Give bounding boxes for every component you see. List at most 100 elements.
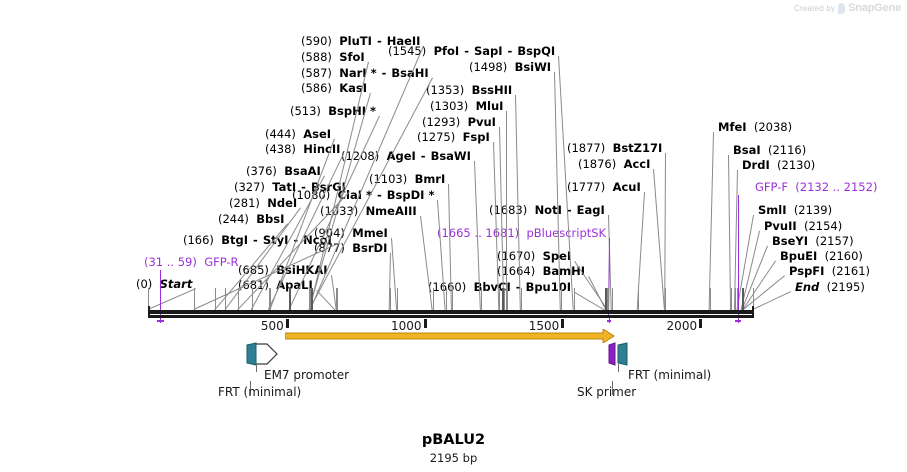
enzyme-separator: - (372, 34, 386, 48)
enzyme-name: NotI (534, 203, 562, 217)
cut-site-tick (709, 288, 711, 310)
cut-site-tick (225, 288, 227, 310)
enzyme-label: PspFI (2161) (789, 265, 870, 278)
enzyme-name: SfoI (339, 50, 365, 64)
enzyme-position: (587) (301, 66, 332, 80)
cut-site-tick (335, 288, 337, 310)
enzyme-name: AgeI (386, 149, 416, 163)
primer-leader-gfp-r (160, 270, 162, 318)
enzyme-label: (1303) MluI (430, 100, 503, 113)
enzyme-position: (2038) (753, 120, 793, 134)
cut-site-tick (664, 288, 666, 310)
enzyme-name: BtgI (221, 233, 249, 247)
enzyme-name: BspHI * (328, 104, 377, 118)
feature-label-promoter: EM7 promoter (264, 368, 350, 382)
axis-label: 1500 (528, 319, 560, 333)
enzyme-position: (2195) (826, 280, 865, 294)
cut-site-tick (573, 288, 575, 310)
enzyme-name: TatI (272, 180, 297, 194)
primer-footprint-stub (738, 318, 740, 323)
sequence-backbone (148, 310, 753, 314)
cut-site-tick (251, 288, 253, 310)
enzyme-label: End (2195) (795, 281, 865, 294)
enzyme-name: Bpu10I (525, 280, 572, 294)
enzyme-position: (513) (290, 104, 321, 118)
primer-range: (2132 .. 2152) (795, 180, 878, 194)
enzyme-name: ClaI * (337, 188, 373, 202)
enzyme-name: HincII (303, 142, 341, 156)
backbone-start-cap (148, 306, 150, 318)
enzyme-label: PvuII (2154) (764, 220, 842, 233)
enzyme-name: NdeI (267, 196, 298, 210)
enzyme-label: (1545) PfoI - SapI - BspQI (388, 45, 555, 58)
enzyme-name: SapI (473, 44, 503, 58)
enzyme-position: (2154) (803, 219, 843, 233)
feature-label-frt-right: FRT (minimal) (628, 368, 712, 382)
enzyme-position: (376) (246, 164, 277, 178)
enzyme-label: (0) Start (136, 278, 192, 291)
snapgene-watermark: Created by SnapGene (794, 2, 901, 14)
primer-range: (31 .. 59) (144, 255, 197, 269)
axis-label: 2000 (666, 319, 698, 333)
enzyme-name: NmeAIII (365, 204, 417, 218)
enzyme-label: (1353) BssHII (426, 84, 512, 97)
enzyme-name: AseI (303, 127, 332, 141)
enzyme-label: (588) SfoI (301, 51, 365, 64)
enzyme-position: (1498) (469, 60, 508, 74)
enzyme-position: (586) (301, 81, 332, 95)
cut-site-tick (309, 288, 311, 310)
cut-site-tick-major (742, 288, 745, 310)
enzyme-position: (1877) (567, 141, 606, 155)
enzyme-name: BsaI (733, 143, 761, 157)
enzyme-name: BmrI (414, 172, 446, 186)
enzyme-label: (1876) AccI (578, 158, 650, 171)
enzyme-label: (444) AseI (265, 128, 331, 141)
enzyme-position: (438) (265, 142, 296, 156)
enzyme-position: (166) (183, 233, 214, 247)
enzyme-position: (1275) (417, 130, 456, 144)
snapgene-logo-icon (838, 2, 846, 14)
enzyme-position: (1033) (320, 204, 359, 218)
cut-site-tick (148, 288, 149, 310)
enzyme-separator: - (460, 44, 473, 58)
watermark-brand-text: SnapGene (848, 2, 901, 14)
enzyme-position: (2116) (767, 143, 807, 157)
enzyme-separator: - (373, 188, 386, 202)
axis-tick (699, 319, 703, 328)
axis-tick (561, 319, 565, 328)
enzyme-position: (244) (218, 212, 249, 226)
enzyme-name: PvuI (467, 115, 496, 129)
enzyme-label: DrdI (2130) (742, 159, 815, 172)
enzyme-name: MluI (475, 99, 504, 113)
cut-site-tick (270, 288, 272, 310)
enzyme-label: BpuEI (2160) (780, 250, 863, 263)
enzyme-position: (1293) (422, 115, 461, 129)
cut-site-tick (737, 288, 739, 310)
enzyme-position: (1353) (426, 83, 465, 97)
feature-sk-primer-frt (608, 342, 628, 366)
enzyme-position: (2139) (793, 203, 833, 217)
feature-label-stub (250, 381, 251, 395)
enzyme-name: BbvCI (473, 280, 511, 294)
primer-label-gfp-f: GFP-F (2132 .. 2152) (755, 181, 877, 194)
sequence-backbone-lower (148, 315, 753, 318)
enzyme-label: (1293) PvuI (422, 116, 496, 129)
primer-leader-gfp-f (738, 195, 740, 318)
enzyme-separator: - (562, 203, 576, 217)
cut-site-tick (432, 288, 434, 310)
enzyme-separator: - (297, 180, 310, 194)
axis-label: 1000 (391, 319, 422, 333)
cut-site-tick-major (605, 288, 608, 310)
enzyme-name: PspFI (789, 264, 825, 278)
feature-label-frt-left: FRT (minimal) (218, 385, 302, 399)
enzyme-position: (2130) (777, 158, 816, 172)
enzyme-label: (1777) AcuI (567, 181, 641, 194)
primer-footprint (156, 320, 165, 322)
enzyme-position: (1303) (430, 99, 469, 113)
primer-name: GFP-F (755, 180, 788, 194)
primer-label-gfp-r: (31 .. 59) GFP-R (144, 256, 239, 269)
enzyme-name: EagI (576, 203, 605, 217)
enzyme-name: PvuII (764, 219, 797, 233)
enzyme-name: Start (159, 277, 193, 291)
